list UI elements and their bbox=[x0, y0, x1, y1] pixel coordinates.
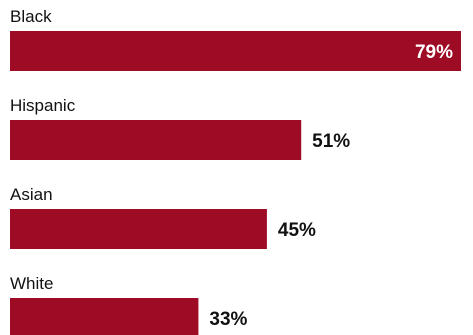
category-label: White bbox=[10, 274, 53, 293]
bar bbox=[10, 31, 461, 71]
category-label: Black bbox=[10, 7, 52, 26]
bar bbox=[10, 120, 302, 160]
value-label: 45% bbox=[278, 220, 316, 241]
value-label: 79% bbox=[415, 42, 453, 63]
value-label: 51% bbox=[312, 131, 350, 152]
bar bbox=[10, 298, 199, 335]
bar bbox=[10, 209, 267, 249]
value-label: 33% bbox=[209, 309, 247, 330]
category-label: Asian bbox=[10, 185, 53, 204]
category-label: Hispanic bbox=[10, 96, 76, 115]
